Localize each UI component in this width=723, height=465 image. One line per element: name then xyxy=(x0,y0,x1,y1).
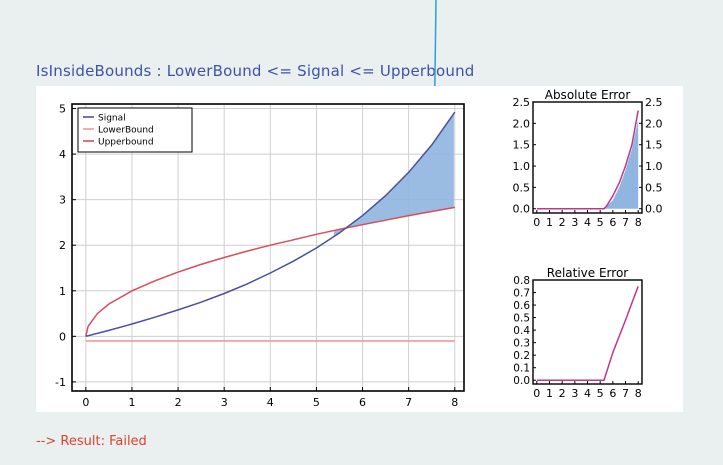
y-tick-label: 0 xyxy=(59,330,66,343)
y-tick-label-left: 2.5 xyxy=(513,96,531,109)
x-tick-label: 0 xyxy=(533,387,540,400)
y-tick-label: 4 xyxy=(59,148,66,161)
y-tick-label-right: 0.0 xyxy=(645,203,663,216)
x-tick-label: 6 xyxy=(609,216,616,229)
y-tick-label: 3 xyxy=(59,194,66,207)
result-status: --> Result: Failed xyxy=(36,434,147,449)
x-tick-label: 6 xyxy=(359,396,366,409)
x-tick-label: 7 xyxy=(405,396,412,409)
x-tick-label: 0 xyxy=(82,396,89,409)
y-tick-label-left: 2.0 xyxy=(513,117,531,130)
plot-panel: 0 1 2 3 4 5 6 7 8 -1 0 1 2 3 4 5 Signal LowerBound Upperbo… xyxy=(36,86,683,412)
x-tick-label: 7 xyxy=(622,387,629,400)
y-tick-label-right: 2.0 xyxy=(645,117,663,130)
legend: Signal LowerBound Upperbound xyxy=(78,108,192,152)
y-tick-label-right: 0.5 xyxy=(645,181,663,194)
x-tick-label: 5 xyxy=(597,216,604,229)
x-tick-label: 8 xyxy=(451,396,458,409)
relative-error-title: Relative Error xyxy=(547,266,629,280)
x-tick-label: 8 xyxy=(635,387,642,400)
y-tick-label-left: 0.0 xyxy=(513,203,531,216)
y-tick-label-left: 1.0 xyxy=(513,160,531,173)
x-tick-label: 2 xyxy=(559,387,566,400)
relative-error-frame xyxy=(533,280,642,384)
y-tick-label-right: 1.0 xyxy=(645,160,663,173)
y-tick-label: 0.0 xyxy=(513,375,530,387)
x-tick-label: 5 xyxy=(597,387,604,400)
page-title: IsInsideBounds : LowerBound <= Signal <=… xyxy=(36,62,475,80)
y-tick-label: 0.6 xyxy=(513,300,530,312)
y-tick-label: 1 xyxy=(59,285,66,298)
x-tick-label: 1 xyxy=(546,387,553,400)
x-tick-label: 3 xyxy=(571,387,578,400)
x-tick-label: 6 xyxy=(609,387,616,400)
y-tick-label: 0.5 xyxy=(513,313,530,325)
x-tick-label: 1 xyxy=(128,396,135,409)
x-tick-label: 3 xyxy=(571,216,578,229)
main-chart: 0 1 2 3 4 5 6 7 8 -1 0 1 2 3 4 5 Signal LowerBound Upperbo… xyxy=(36,86,496,412)
x-tick-label: 4 xyxy=(584,216,591,229)
x-tick-label: 0 xyxy=(533,216,540,229)
legend-label: Signal xyxy=(98,114,126,124)
x-tick-label: 4 xyxy=(267,396,274,409)
x-tick-label: 8 xyxy=(635,216,642,229)
x-tick-label: 3 xyxy=(221,396,228,409)
y-tick-label: 0.1 xyxy=(513,363,530,375)
y-tick-label-right: 1.5 xyxy=(645,139,663,152)
relative-error-line xyxy=(537,286,638,380)
legend-label: LowerBound xyxy=(98,126,154,136)
y-tick-label: 0.8 xyxy=(513,275,530,287)
legend-label: Upperbound xyxy=(98,138,154,148)
x-tick-label: 5 xyxy=(313,396,320,409)
absolute-error-title: Absolute Error xyxy=(545,88,631,102)
y-tick-label-left: 1.5 xyxy=(513,139,531,152)
y-tick-label: -1 xyxy=(55,376,66,389)
x-tick-label: 7 xyxy=(622,216,629,229)
x-tick-label: 4 xyxy=(584,387,591,400)
y-tick-label: 0.4 xyxy=(513,325,530,337)
absolute-error-area xyxy=(604,119,638,209)
y-tick-label: 5 xyxy=(59,103,66,116)
y-tick-label-left: 0.5 xyxy=(513,181,531,194)
y-tick-label: 0.7 xyxy=(513,288,530,300)
y-tick-label: 2 xyxy=(59,239,66,252)
y-tick-label: 0.3 xyxy=(513,338,530,350)
y-tick-label: 0.2 xyxy=(513,350,530,362)
y-tick-label-right: 2.5 xyxy=(645,96,663,109)
x-tick-label: 1 xyxy=(546,216,553,229)
x-tick-label: 2 xyxy=(175,396,182,409)
x-tick-label: 2 xyxy=(559,216,566,229)
